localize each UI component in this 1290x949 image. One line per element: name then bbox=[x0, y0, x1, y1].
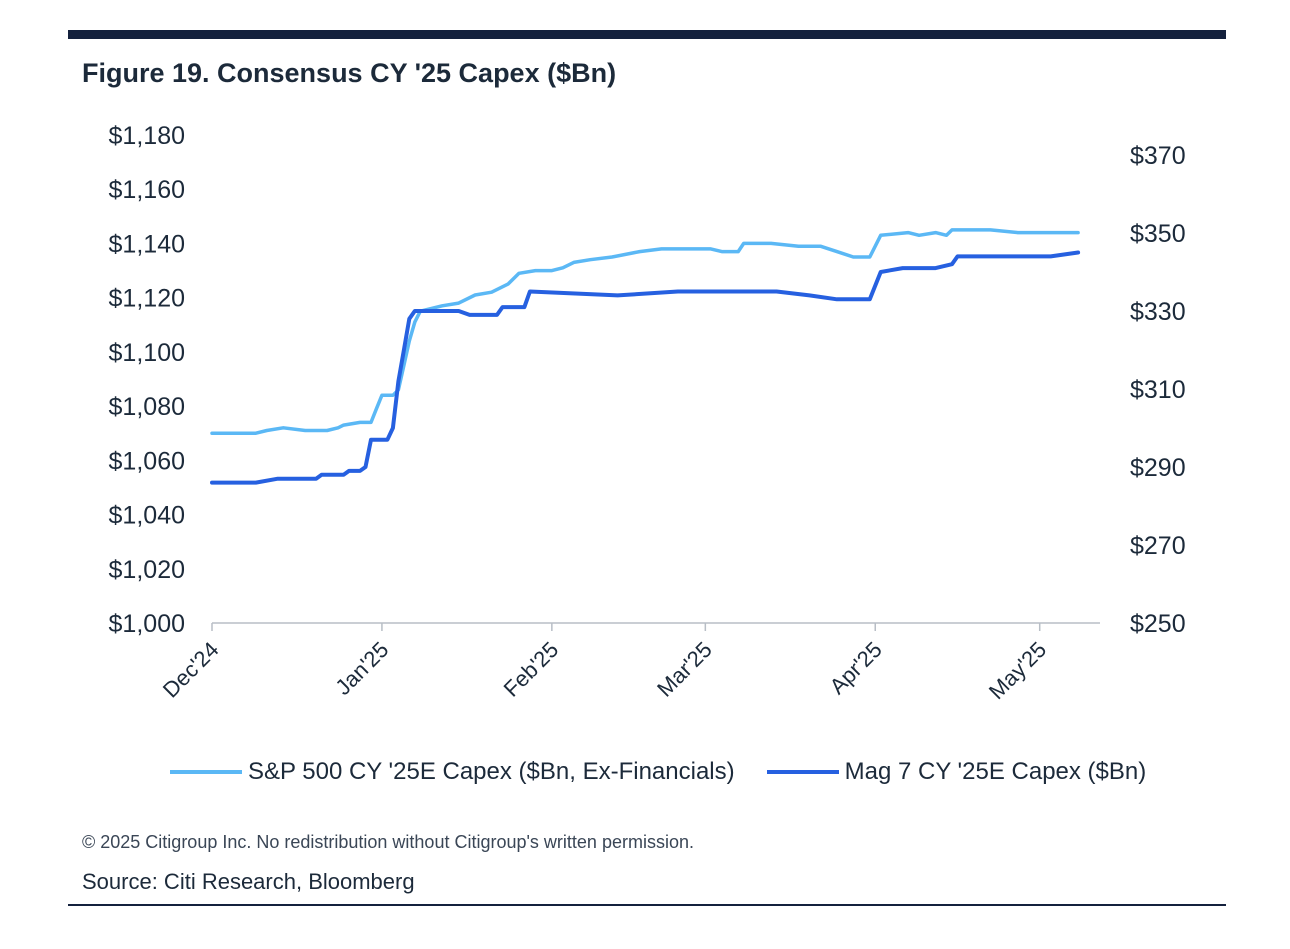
y-axis-left: $1,000 $1,020 $1,040 $1,060 $1,080 $1,100 $1,1… bbox=[109, 122, 185, 638]
x-tick-label: Feb'25 bbox=[499, 637, 564, 702]
legend-item-sp500: S&P 500 CY '25E Capex ($Bn, Ex-Financial… bbox=[170, 758, 735, 786]
y-left-tick-label: $1,140 bbox=[109, 230, 185, 258]
y-left-tick-label: $1,060 bbox=[109, 447, 185, 475]
source-note: Source: Citi Research, Bloomberg bbox=[82, 869, 415, 894]
y-left-tick-label: $1,020 bbox=[109, 556, 185, 584]
y-right-tick-label: $290 bbox=[1130, 454, 1186, 482]
figure-title: Figure 19. Consensus CY '25 Capex ($Bn) bbox=[82, 58, 617, 88]
copyright-note: © 2025 Citigroup Inc. No redistribution … bbox=[82, 832, 694, 852]
bottom-rule bbox=[68, 904, 1226, 906]
plot-lines bbox=[210, 228, 1081, 485]
x-tick-label: Apr'25 bbox=[825, 637, 887, 699]
y-left-tick-label: $1,040 bbox=[109, 502, 185, 530]
y-right-tick-label: $310 bbox=[1130, 376, 1186, 404]
x-axis: Dec'24 Jan'25 Feb'25 Mar'25 Apr'25 May'25 bbox=[158, 622, 1100, 704]
legend-label-mag7: Mag 7 CY '25E Capex ($Bn) bbox=[844, 758, 1147, 785]
y-axis-right: $250 $270 $290 $310 $330 $350 $370 bbox=[1130, 142, 1186, 638]
y-left-tick-label: $1,080 bbox=[109, 393, 185, 421]
y-left-tick-label: $1,000 bbox=[109, 610, 185, 638]
y-left-tick-label: $1,100 bbox=[109, 339, 185, 367]
y-left-tick-label: $1,180 bbox=[109, 122, 185, 150]
x-tick-label: Dec'24 bbox=[158, 637, 224, 703]
series-line-sp500 bbox=[210, 228, 1080, 435]
series-line-mag7 bbox=[210, 250, 1081, 485]
legend-swatch-mag7 bbox=[766, 770, 839, 774]
y-right-tick-label: $370 bbox=[1130, 142, 1186, 170]
legend-label-sp500: S&P 500 CY '25E Capex ($Bn, Ex-Financial… bbox=[248, 758, 735, 785]
y-right-tick-label: $330 bbox=[1130, 298, 1186, 326]
legend: S&P 500 CY '25E Capex ($Bn, Ex-Financial… bbox=[170, 758, 1178, 786]
y-right-tick-label: $350 bbox=[1130, 220, 1186, 248]
legend-swatch-sp500 bbox=[170, 770, 242, 774]
y-left-tick-label: $1,160 bbox=[109, 176, 185, 204]
x-tick-label: Jan'25 bbox=[330, 637, 393, 700]
x-tick-label: Mar'25 bbox=[652, 637, 717, 702]
y-right-tick-label: $250 bbox=[1130, 610, 1186, 638]
top-rule bbox=[68, 30, 1226, 39]
legend-item-mag7: Mag 7 CY '25E Capex ($Bn) bbox=[766, 758, 1147, 786]
x-tick-label: May'25 bbox=[984, 637, 1051, 704]
y-right-tick-label: $270 bbox=[1130, 532, 1186, 560]
y-left-tick-label: $1,120 bbox=[109, 285, 185, 313]
